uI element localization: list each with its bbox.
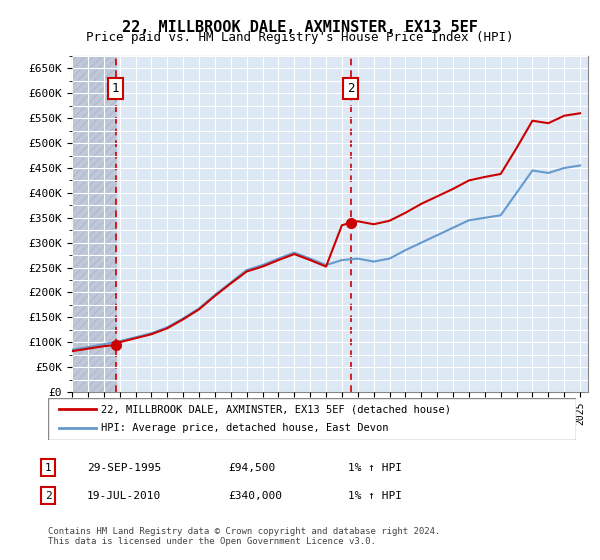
Text: 1: 1	[112, 82, 119, 95]
Text: 22, MILLBROOK DALE, AXMINSTER, EX13 5EF (detached house): 22, MILLBROOK DALE, AXMINSTER, EX13 5EF …	[101, 404, 451, 414]
Text: HPI: Average price, detached house, East Devon: HPI: Average price, detached house, East…	[101, 423, 388, 433]
Text: Price paid vs. HM Land Registry's House Price Index (HPI): Price paid vs. HM Land Registry's House …	[86, 31, 514, 44]
Text: 1% ↑ HPI: 1% ↑ HPI	[348, 463, 402, 473]
FancyBboxPatch shape	[48, 398, 576, 440]
Text: Contains HM Land Registry data © Crown copyright and database right 2024.
This d: Contains HM Land Registry data © Crown c…	[48, 526, 440, 546]
Text: £340,000: £340,000	[228, 491, 282, 501]
Text: 2: 2	[347, 82, 355, 95]
Text: £94,500: £94,500	[228, 463, 275, 473]
Bar	[72, 56, 116, 392]
Text: 2: 2	[44, 491, 52, 501]
Text: 19-JUL-2010: 19-JUL-2010	[87, 491, 161, 501]
Text: 1: 1	[44, 463, 52, 473]
Text: 22, MILLBROOK DALE, AXMINSTER, EX13 5EF: 22, MILLBROOK DALE, AXMINSTER, EX13 5EF	[122, 20, 478, 35]
Bar	[72, 56, 116, 392]
Text: 29-SEP-1995: 29-SEP-1995	[87, 463, 161, 473]
Text: 1% ↑ HPI: 1% ↑ HPI	[348, 491, 402, 501]
